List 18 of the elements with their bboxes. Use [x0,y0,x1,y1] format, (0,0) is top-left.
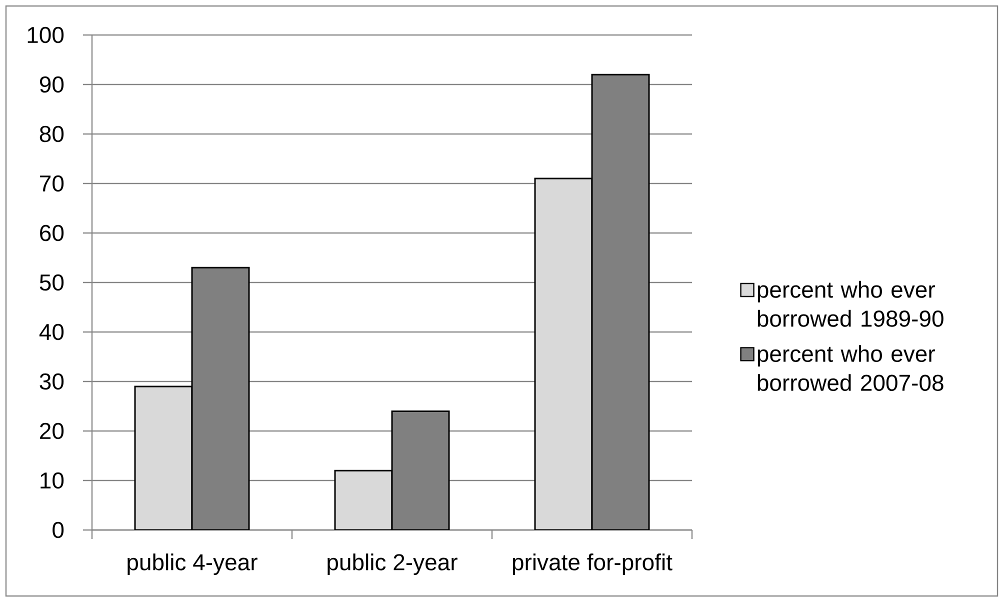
y-tick-label: 50 [40,274,64,291]
y-tick-label: 0 [52,522,64,538]
y-tick-label: 60 [40,224,64,242]
y-tick-label: 100 [28,26,64,44]
y-tick-label: 70 [40,175,64,192]
y-tick-label: 90 [40,76,64,93]
bar [334,470,393,530]
y-tick-label: 30 [40,373,64,390]
bar [534,178,593,530]
bar [134,386,193,530]
y-tick-label: 20 [40,422,64,440]
x-tick-label: private for-profit [512,554,672,575]
legend-label: percent who ever borrowed 2007-08 [758,345,944,391]
x-tick-label: public 2-year [328,554,458,575]
y-tick-label: 80 [40,126,64,142]
y-tick-label: 40 [39,324,64,340]
x-tick-label: public 4-year [128,554,258,575]
y-tick-label: 10 [40,472,64,489]
